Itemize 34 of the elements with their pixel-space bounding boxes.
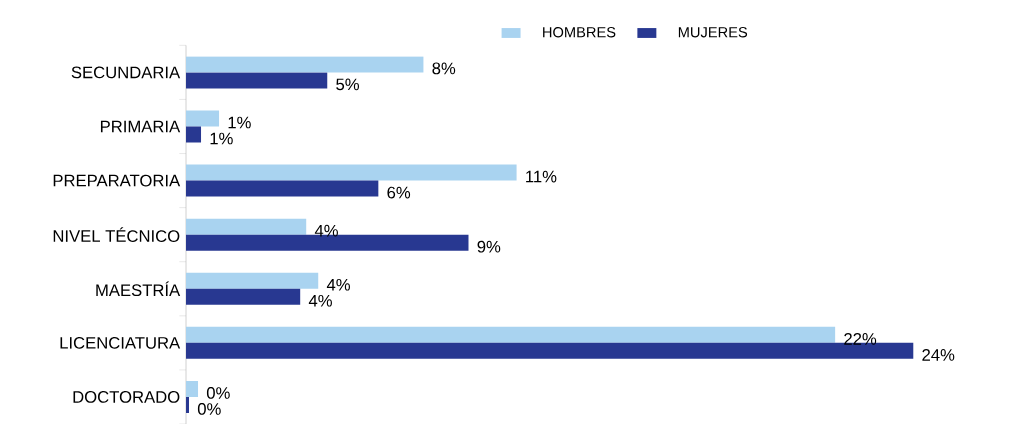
y-tick-label: DOCTORADO bbox=[73, 390, 180, 403]
data-label: 0% bbox=[197, 402, 221, 415]
data-label: 4% bbox=[314, 224, 338, 237]
data-label: 22% bbox=[844, 332, 877, 345]
bar bbox=[186, 72, 328, 89]
data-label: 1% bbox=[210, 132, 233, 145]
y-tick-label: PREPARATORIA bbox=[53, 174, 181, 187]
bar bbox=[186, 110, 220, 127]
data-label: 4% bbox=[326, 278, 350, 291]
bar bbox=[186, 272, 319, 289]
data-label: 11% bbox=[526, 170, 557, 183]
bar bbox=[186, 164, 517, 181]
bar bbox=[186, 126, 202, 143]
bar bbox=[186, 180, 379, 197]
y-tick-label: LICENCIATURA bbox=[60, 336, 181, 349]
data-label: 6% bbox=[387, 186, 411, 199]
data-label: 24% bbox=[922, 348, 955, 361]
data-label: 9% bbox=[477, 240, 501, 253]
y-tick-label: SECUNDARIA bbox=[71, 66, 181, 79]
y-tick-label: NIVEL TÉCNICO bbox=[53, 227, 180, 242]
data-label: 5% bbox=[336, 78, 360, 91]
bar bbox=[186, 218, 307, 235]
y-tick-label: MAESTRÍA bbox=[96, 281, 181, 296]
bar bbox=[186, 380, 199, 397]
bar bbox=[186, 288, 301, 305]
legend-label: MUJERES bbox=[678, 26, 748, 38]
legend-label: HOMBRES bbox=[543, 26, 616, 38]
data-label: 4% bbox=[308, 294, 332, 307]
bar bbox=[186, 326, 836, 343]
data-label: 1% bbox=[228, 116, 251, 129]
y-tick-label: PRIMARIA bbox=[100, 120, 181, 133]
data-label: 0% bbox=[206, 386, 230, 399]
data-label: 8% bbox=[432, 62, 456, 75]
bar bbox=[186, 56, 424, 73]
